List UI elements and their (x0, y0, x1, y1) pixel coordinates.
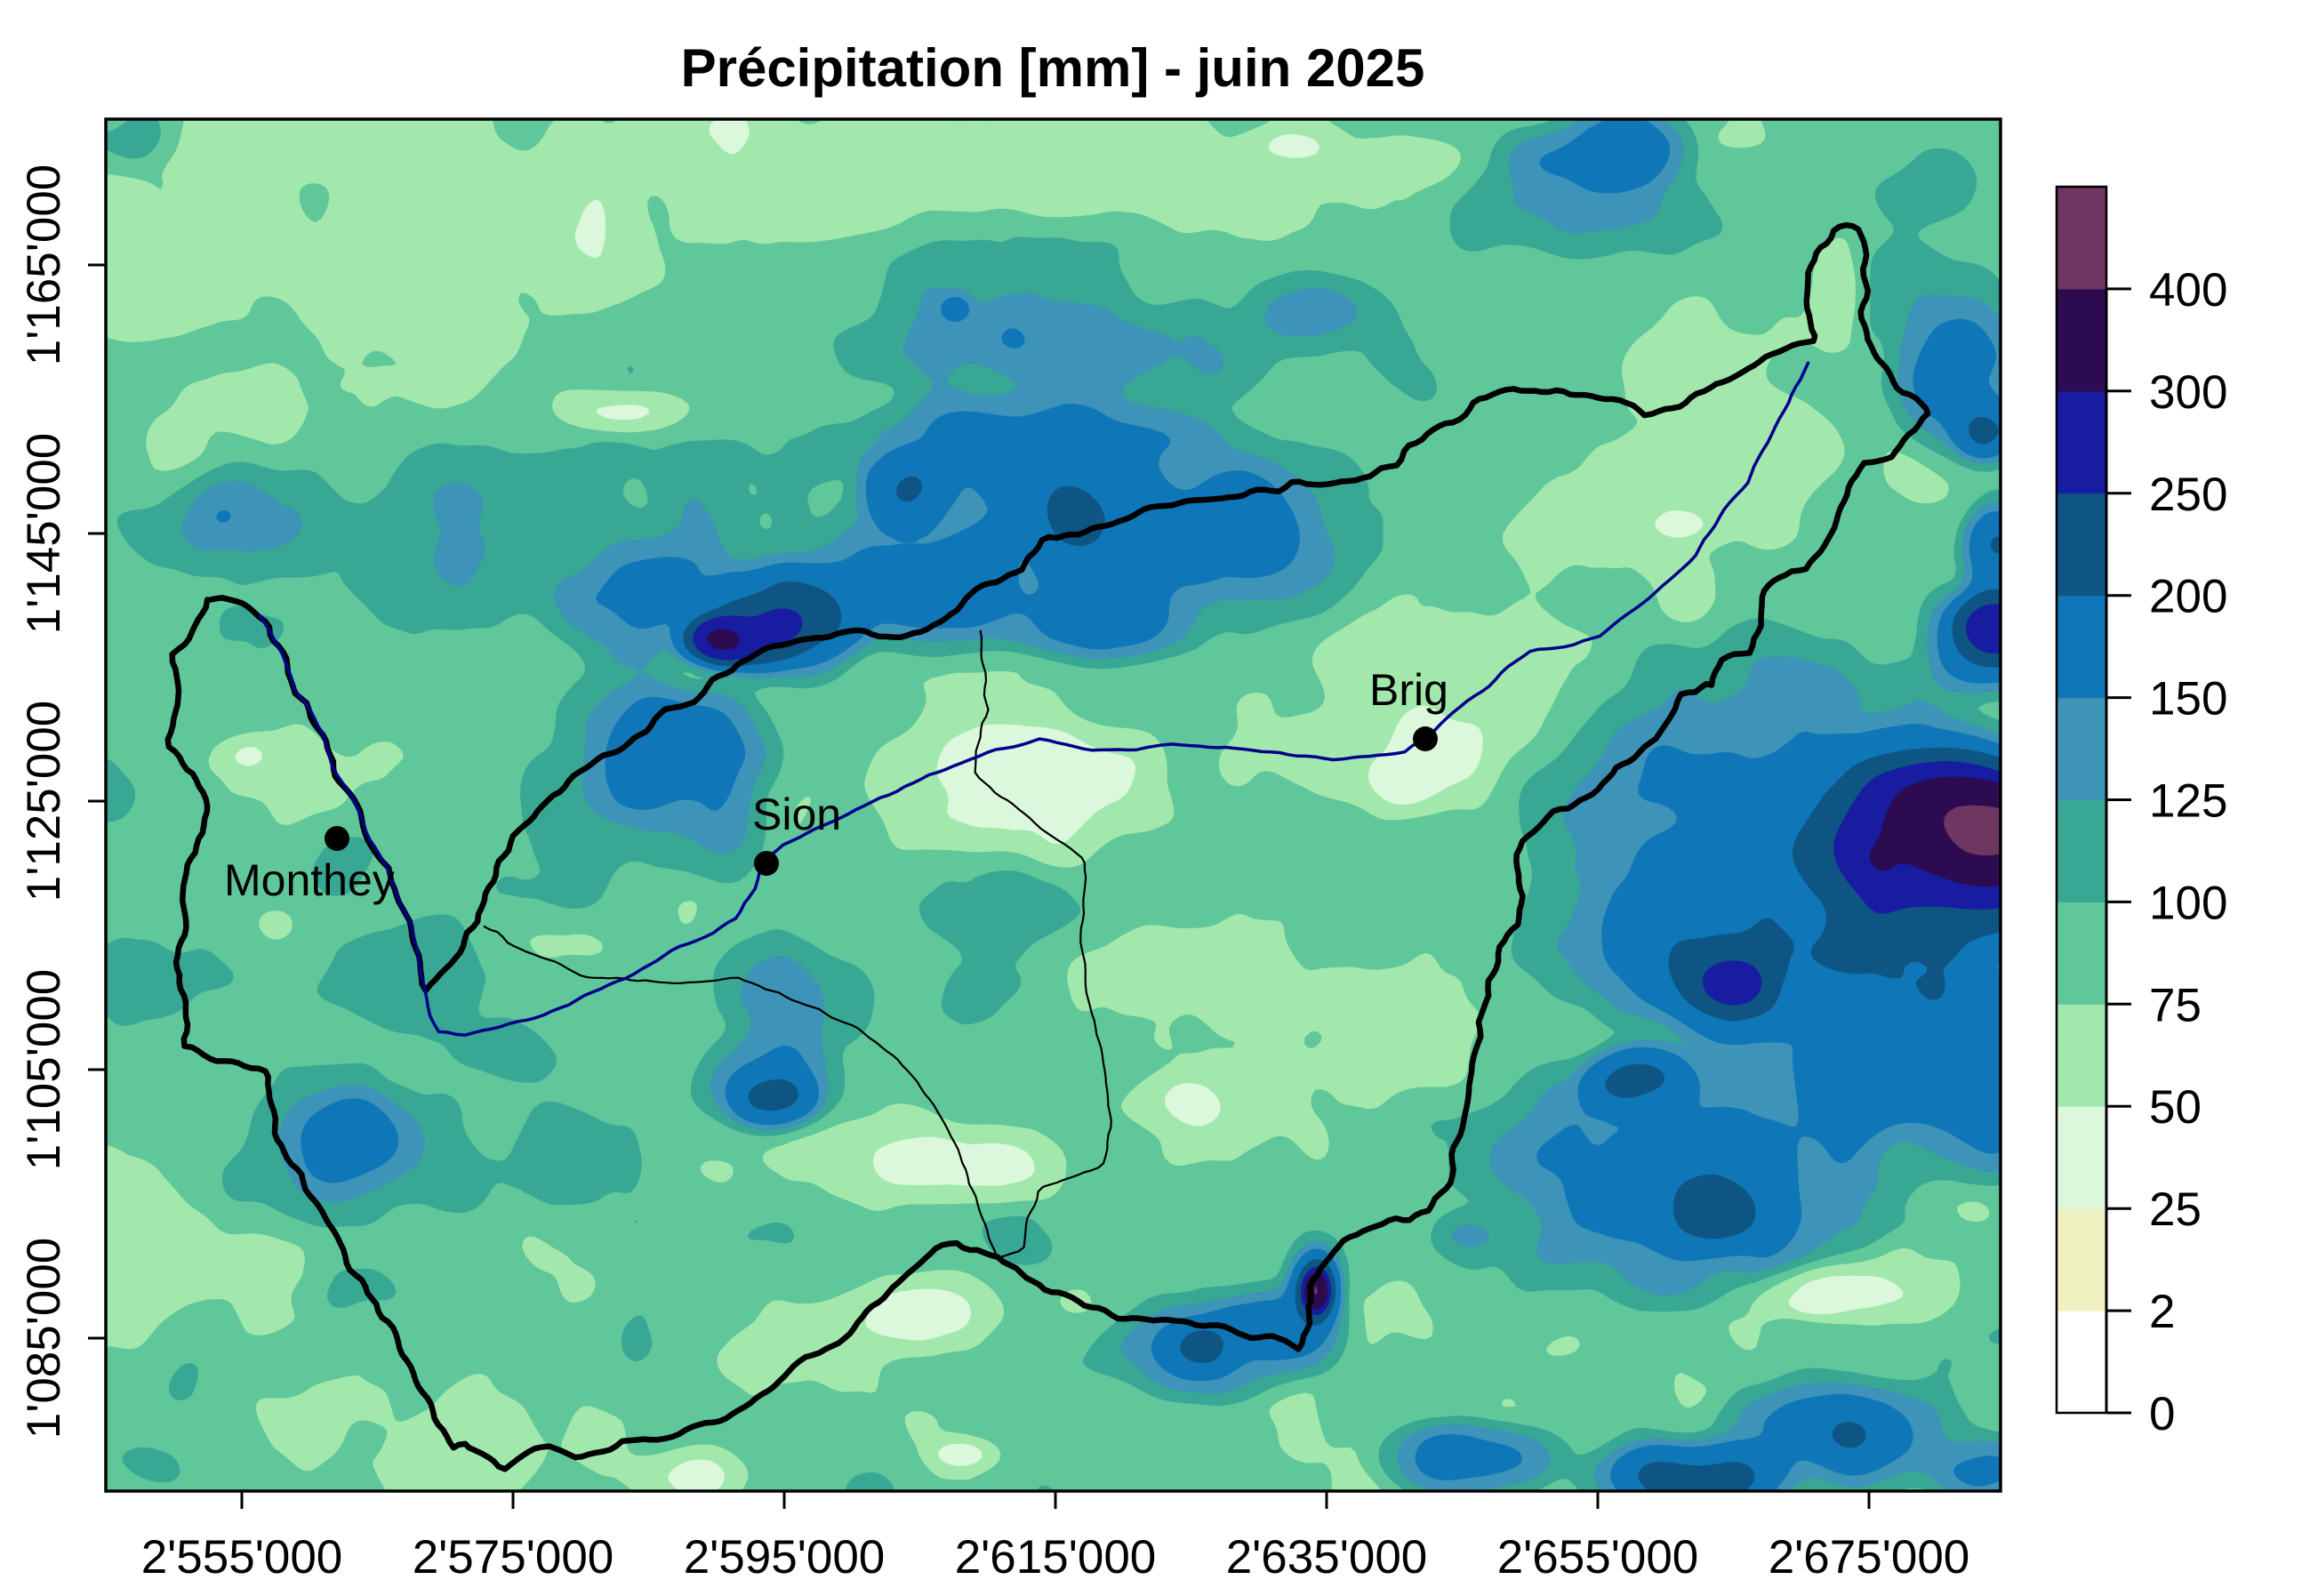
svg-text:Précipitation [mm] - juin 2025: Précipitation [mm] - juin 2025 (681, 38, 1425, 98)
svg-text:Monthey: Monthey (224, 855, 395, 905)
svg-text:1'085'000: 1'085'000 (18, 1238, 70, 1440)
svg-text:2'615'000: 2'615'000 (955, 1531, 1157, 1584)
svg-text:2'595'000: 2'595'000 (684, 1531, 886, 1584)
svg-text:2: 2 (2149, 1286, 2175, 1338)
svg-text:200: 200 (2149, 571, 2227, 623)
svg-text:400: 400 (2149, 264, 2227, 317)
svg-text:125: 125 (2149, 775, 2227, 828)
svg-text:2'675'000: 2'675'000 (1769, 1531, 1970, 1584)
svg-text:1'105'000: 1'105'000 (18, 969, 70, 1171)
svg-text:Brig: Brig (1369, 665, 1448, 715)
svg-text:25: 25 (2149, 1183, 2202, 1236)
svg-text:100: 100 (2149, 877, 2227, 929)
svg-text:1'165'000: 1'165'000 (18, 164, 70, 366)
svg-text:150: 150 (2149, 673, 2227, 726)
svg-text:1'125'000: 1'125'000 (18, 701, 70, 902)
svg-text:2'635'000: 2'635'000 (1226, 1531, 1428, 1584)
svg-text:250: 250 (2149, 469, 2227, 521)
svg-text:50: 50 (2149, 1081, 2202, 1134)
svg-text:1'145'000: 1'145'000 (18, 433, 70, 635)
svg-text:0: 0 (2149, 1388, 2175, 1440)
svg-text:300: 300 (2149, 366, 2227, 419)
svg-text:75: 75 (2149, 979, 2202, 1031)
svg-text:Sion: Sion (752, 790, 841, 839)
svg-text:2'575'000: 2'575'000 (413, 1531, 614, 1584)
svg-text:2'655'000: 2'655'000 (1497, 1531, 1699, 1584)
svg-text:2'555'000: 2'555'000 (141, 1531, 343, 1584)
